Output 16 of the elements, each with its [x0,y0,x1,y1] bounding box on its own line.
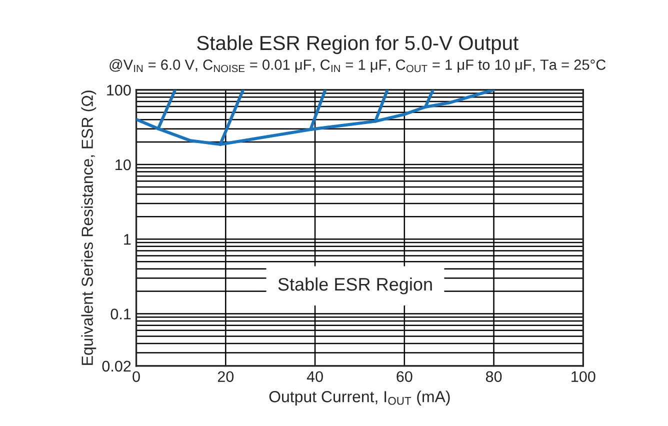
x-tick-label: 40 [306,371,323,382]
chart-title: Stable ESR Region for 5.0-V Output [197,35,518,54]
x-tick-label: 100 [572,371,596,382]
x-tick-label: 0 [132,371,140,382]
y-tick-label: 10 [116,159,131,170]
y-axis-title: Equivalent Series Resistance, ESR (Ω) [81,90,96,365]
x-tick-label: 60 [396,371,412,382]
x-tick-label: 80 [486,371,502,382]
y-tick-label: 0.1 [110,308,131,320]
x-tick-label: 20 [218,371,234,382]
y-tick-label: 0.02 [102,360,131,372]
x-axis-title: Output Current, I$_{OUT}$ (mA) [269,390,450,406]
y-tick-label: 1 [124,234,131,245]
y-tick-label: 100 [107,84,131,96]
annotation: Stable ESR Region [278,277,432,294]
text: @V$_{IN}$ = 6.0 V, C$_{NOISE}$ = 0.01 μF, C$_{IN}$ = 1 μF, C$_{OUT}$ = 1 μF to 10 μF, Ta = 25°C [110,59,606,73]
